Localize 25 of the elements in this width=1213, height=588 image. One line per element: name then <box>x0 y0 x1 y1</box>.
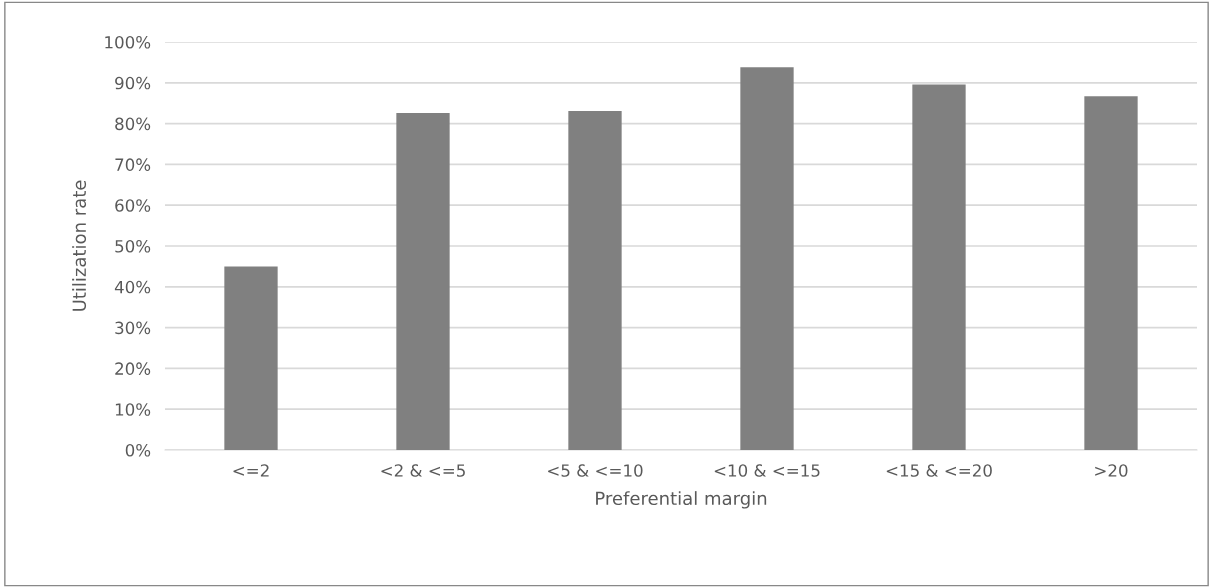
bar <box>224 266 278 450</box>
x-tick-label: <15 & <=20 <box>886 464 992 477</box>
bar <box>912 84 966 450</box>
x-tick-label: <=2 <box>233 464 269 477</box>
bar <box>568 110 622 450</box>
y-tick-label: 50% <box>115 239 151 253</box>
bar <box>1084 96 1138 450</box>
y-tick-label: 20% <box>115 362 151 375</box>
y-tick-label: 40% <box>114 280 151 294</box>
y-tick-label: 100% <box>105 35 151 49</box>
x-tick-label: <2 & <=5 <box>381 464 465 477</box>
x-tick-label: >20 <box>1095 464 1128 477</box>
y-tick-label: 0% <box>125 443 151 457</box>
y-tick-label: 70% <box>115 158 151 171</box>
y-tick-label: 90% <box>115 76 151 90</box>
y-tick-label: 60% <box>115 199 151 212</box>
y-tick-label: 10% <box>115 403 151 416</box>
x-tick-label: <5 & <=10 <box>548 464 643 477</box>
x-tick-label: <10 & <=15 <box>714 464 820 477</box>
y-tick-label: 30% <box>115 321 151 335</box>
bar <box>740 67 794 450</box>
x-axis-title: Preferential margin <box>596 491 767 509</box>
y-tick-label: 80% <box>115 117 151 131</box>
bar <box>396 112 450 450</box>
y-axis-title: Utilization rate <box>72 180 87 311</box>
